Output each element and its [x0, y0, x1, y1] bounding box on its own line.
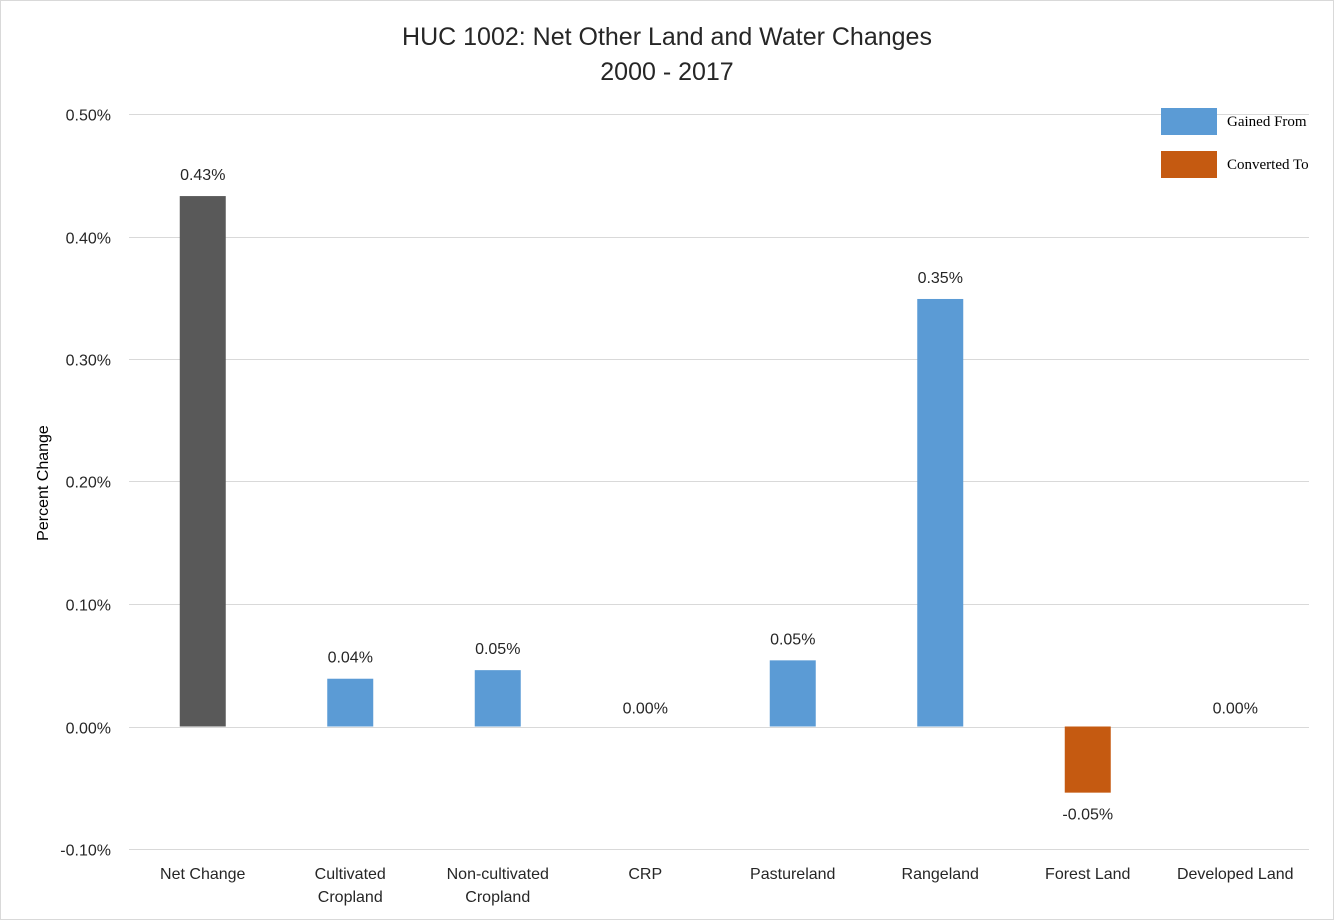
bar [179, 196, 226, 727]
y-tick-label: 0.40% [66, 231, 111, 248]
x-tick-label: Cultivated [315, 866, 386, 883]
data-label: 0.05% [770, 631, 815, 648]
data-label: 0.00% [623, 701, 668, 718]
legend-label: Converted To [1227, 157, 1309, 173]
x-tick-label: Cropland [465, 889, 530, 906]
data-label: 0.00% [1213, 701, 1258, 718]
y-tick-label: -0.10% [60, 843, 111, 860]
x-tick-label: CRP [628, 866, 662, 883]
legend-label: Gained From [1227, 114, 1307, 130]
y-tick-label: 0.10% [66, 598, 111, 615]
x-tick-label: Rangeland [902, 866, 979, 883]
data-labels: 0.43% 0.04% 0.05% 0.00% 0.05% 0.35% -0.05% 0.00… [180, 167, 1258, 824]
x-axis-categories: Net Change Cultivated Cropland Non-cultivat… [160, 866, 1293, 906]
x-tick-label: Net Change [160, 866, 245, 883]
y-tick-label: 0.00% [66, 721, 111, 738]
bar [917, 298, 964, 727]
x-tick-label: Pastureland [750, 866, 835, 883]
data-label: -0.05% [1062, 807, 1113, 824]
y-tick-label: 0.30% [66, 353, 111, 370]
chart-subtitle: 2000 - 2017 [600, 58, 733, 86]
legend-swatch [1161, 151, 1217, 178]
x-tick-label: Developed Land [1177, 866, 1294, 883]
legend-swatch [1161, 108, 1217, 135]
y-axis-ticks: 0.50% 0.40% 0.30% 0.20% 0.10% 0.00% -0.10% [60, 108, 111, 860]
data-label: 0.04% [328, 650, 373, 667]
y-axis-label: Percent Change [35, 425, 52, 541]
data-label: 0.35% [918, 270, 963, 287]
bar [327, 678, 374, 727]
data-label: 0.43% [180, 167, 225, 184]
bar [474, 670, 521, 727]
y-tick-label: 0.50% [66, 108, 111, 125]
x-tick-label: Cropland [318, 889, 383, 906]
x-tick-label: Non-cultivated [447, 866, 549, 883]
y-tick-label: 0.20% [66, 475, 111, 492]
legend: Gained From Converted To [1161, 108, 1309, 178]
bar [1064, 726, 1111, 793]
gridlines [129, 114, 1309, 850]
data-label: 0.05% [475, 641, 520, 658]
chart-title: HUC 1002: Net Other Land and Water Chang… [402, 23, 932, 51]
x-tick-label: Forest Land [1045, 866, 1130, 883]
bar [769, 660, 816, 727]
bars [179, 196, 1111, 793]
